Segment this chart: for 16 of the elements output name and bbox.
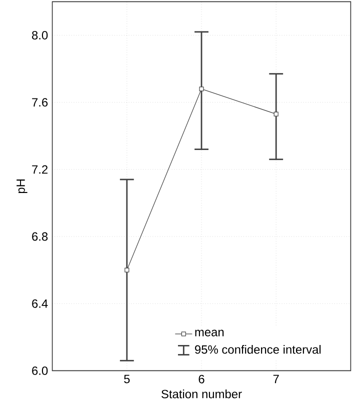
x-axis-title: Station number bbox=[162, 390, 242, 398]
point bbox=[124, 268, 130, 272]
y-tick-label: 8.0 bbox=[32, 31, 48, 40]
legend-label: mean bbox=[195, 330, 224, 336]
annotation: 95% confidence interval bbox=[195, 344, 321, 354]
x-tick-label: 5 bbox=[124, 374, 130, 384]
y-tick-label: 6.0 bbox=[32, 366, 48, 375]
x-tick-label: 6 bbox=[198, 374, 204, 384]
y-tick-label: 7.2 bbox=[32, 165, 48, 174]
y-tick-label: 7.6 bbox=[32, 98, 48, 107]
x-tick-label: 7 bbox=[273, 374, 279, 384]
point bbox=[199, 86, 204, 92]
y-tick-label: 6.4 bbox=[32, 299, 48, 308]
point bbox=[274, 112, 278, 116]
y-axis-title: pH bbox=[16, 180, 28, 194]
y-tick-label: 6.8 bbox=[32, 232, 48, 241]
